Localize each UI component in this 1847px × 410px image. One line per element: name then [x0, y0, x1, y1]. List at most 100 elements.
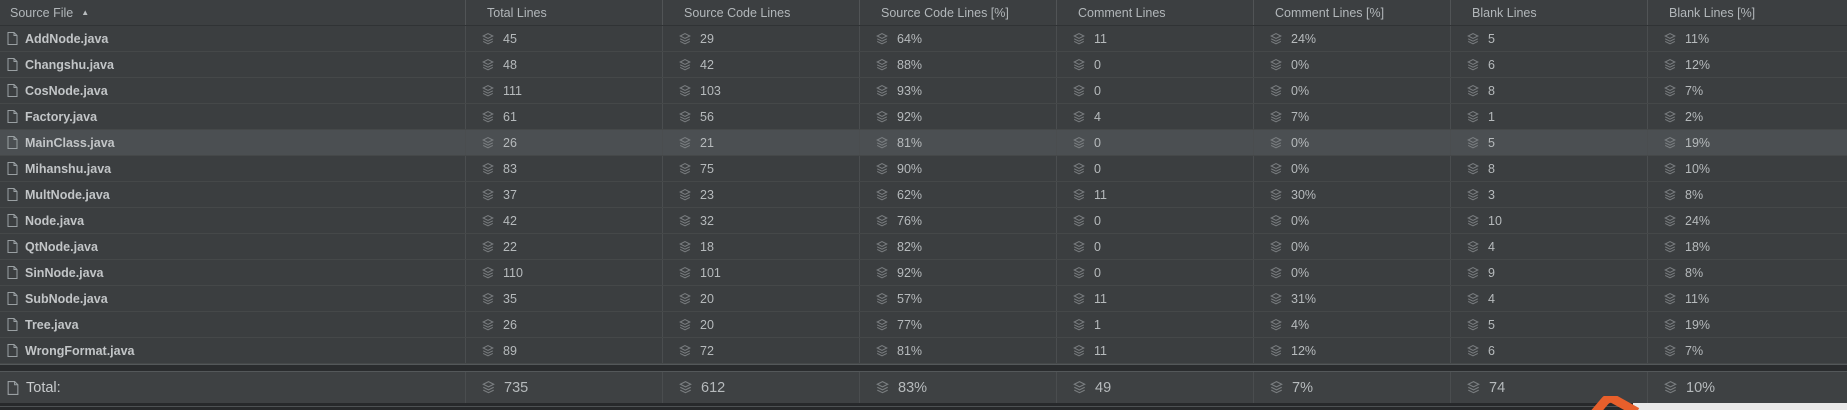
layers-stack-icon — [482, 58, 494, 71]
table-row[interactable]: Tree.java 26 20 77% 1 — [0, 312, 1847, 338]
table-row[interactable]: QtNode.java 22 18 82% 0 — [0, 234, 1847, 260]
comment-lines-pct-cell: 24% — [1253, 26, 1450, 51]
blank-lines-cell: 5 — [1450, 312, 1647, 337]
cell-value: 64% — [897, 31, 923, 46]
layers-stack-icon — [1664, 344, 1676, 357]
column-header-source-file[interactable]: Source File ▲ — [0, 0, 465, 25]
layers-stack-icon — [482, 266, 494, 279]
cell-value: 4 — [1488, 291, 1495, 306]
layers-stack-icon — [1073, 318, 1085, 331]
table-row[interactable]: Factory.java 61 56 92% 4 — [0, 104, 1847, 130]
cell-value: 35 — [503, 291, 517, 306]
layers-stack-icon — [679, 292, 691, 305]
source-code-lines-pct-cell: 90% — [859, 156, 1056, 181]
total-value: 74 — [1489, 379, 1506, 396]
cell-value: 8 — [1488, 161, 1495, 176]
table-row[interactable]: CosNode.java 111 103 93% 0 — [0, 78, 1847, 104]
layers-stack-icon — [482, 292, 494, 305]
layers-stack-icon — [482, 188, 494, 201]
table-row[interactable]: Mihanshu.java 83 75 90% 0 — [0, 156, 1847, 182]
comment-lines-cell: 11 — [1056, 286, 1253, 311]
comment-lines-pct-cell: 0% — [1253, 234, 1450, 259]
source-code-lines-cell: 72 — [662, 338, 859, 363]
file-name: SinNode.java — [25, 265, 104, 280]
table-row[interactable]: AddNode.java 45 29 64% 11 — [0, 26, 1847, 52]
source-code-lines-pct-cell: 62% — [859, 182, 1056, 207]
column-header-source-code-lines-pct[interactable]: Source Code Lines [%] — [859, 0, 1056, 25]
layers-stack-icon — [1270, 84, 1282, 97]
layers-stack-icon — [1467, 188, 1479, 201]
column-header-comment-lines[interactable]: Comment Lines — [1056, 0, 1253, 25]
total-comment-lines-cell: 49 — [1056, 372, 1253, 403]
total-lines-cell: 37 — [465, 182, 662, 207]
source-file-cell: Mihanshu.java — [0, 156, 465, 181]
cell-value: 22 — [503, 239, 517, 254]
blank-lines-cell: 5 — [1450, 130, 1647, 155]
column-label: Source File — [10, 5, 74, 20]
source-code-lines-cell: 21 — [662, 130, 859, 155]
total-lines-cell: 110 — [465, 260, 662, 285]
cell-value: 77% — [897, 317, 923, 332]
comment-lines-pct-cell: 0% — [1253, 156, 1450, 181]
blank-lines-pct-cell: 18% — [1647, 234, 1847, 259]
file-icon — [7, 84, 18, 97]
cell-value: 0% — [1291, 135, 1310, 150]
total-lines-cell: 26 — [465, 312, 662, 337]
column-header-source-code-lines[interactable]: Source Code Lines — [662, 0, 859, 25]
layers-stack-icon — [1664, 110, 1676, 123]
comment-lines-cell: 0 — [1056, 156, 1253, 181]
cell-value: 5 — [1488, 135, 1495, 150]
table-row[interactable]: Node.java 42 32 76% 0 — [0, 208, 1847, 234]
table-row[interactable]: MultNode.java 37 23 62% 11 — [0, 182, 1847, 208]
cell-value: 4% — [1291, 317, 1310, 332]
total-lines-cell: 89 — [465, 338, 662, 363]
column-header-blank-lines[interactable]: Blank Lines — [1450, 0, 1647, 25]
cell-value: 11% — [1685, 31, 1710, 46]
blank-lines-pct-cell: 2% — [1647, 104, 1847, 129]
comment-lines-cell: 0 — [1056, 234, 1253, 259]
bottom-divider-line — [0, 406, 1847, 407]
blank-lines-pct-cell: 10% — [1647, 156, 1847, 181]
cell-value: 18 — [700, 239, 714, 254]
blank-lines-pct-cell: 7% — [1647, 338, 1847, 363]
blank-lines-cell: 8 — [1450, 78, 1647, 103]
layers-stack-icon — [482, 162, 494, 175]
source-code-lines-cell: 20 — [662, 286, 859, 311]
layers-stack-icon — [1270, 266, 1282, 279]
table-row[interactable]: MainClass.java 26 21 81% 0 — [0, 130, 1847, 156]
file-name: Tree.java — [25, 317, 79, 332]
layers-stack-icon — [1270, 32, 1282, 45]
cell-value: 12% — [1685, 57, 1711, 72]
table-row[interactable]: Changshu.java 48 42 88% 0 — [0, 52, 1847, 78]
source-code-lines-pct-cell: 82% — [859, 234, 1056, 259]
cell-value: 0 — [1094, 265, 1101, 280]
source-code-lines-cell: 18 — [662, 234, 859, 259]
column-header-blank-lines-pct[interactable]: Blank Lines [%] — [1647, 0, 1847, 25]
column-header-comment-lines-pct[interactable]: Comment Lines [%] — [1253, 0, 1450, 25]
comment-lines-cell: 0 — [1056, 78, 1253, 103]
layers-stack-icon — [1073, 110, 1085, 123]
total-source-code-lines-cell: 612 — [662, 372, 859, 403]
column-header-total-lines[interactable]: Total Lines — [465, 0, 662, 25]
cell-value: 92% — [897, 265, 923, 280]
layers-stack-icon — [1467, 32, 1479, 45]
layers-stack-icon — [482, 32, 494, 45]
layers-stack-icon — [1073, 58, 1085, 71]
cell-value: 0 — [1094, 161, 1101, 176]
cell-value: 8% — [1685, 187, 1704, 202]
cell-value: 26 — [503, 135, 517, 150]
layers-stack-icon — [1073, 188, 1085, 201]
cell-value: 12% — [1291, 343, 1317, 358]
cell-value: 7% — [1685, 343, 1704, 358]
layers-stack-icon — [679, 110, 691, 123]
table-row[interactable]: SubNode.java 35 20 57% 11 — [0, 286, 1847, 312]
source-file-cell: AddNode.java — [0, 26, 465, 51]
cell-value: 8% — [1685, 265, 1704, 280]
table-row[interactable]: SinNode.java 110 101 92% 0 — [0, 260, 1847, 286]
cell-value: 4 — [1094, 109, 1101, 124]
layers-stack-icon — [1467, 240, 1479, 253]
cell-value: 0 — [1094, 83, 1101, 98]
total-comment-lines-pct-cell: 7% — [1253, 372, 1450, 403]
table-row[interactable]: WrongFormat.java 89 72 81% 11 — [0, 338, 1847, 364]
source-file-cell: SubNode.java — [0, 286, 465, 311]
